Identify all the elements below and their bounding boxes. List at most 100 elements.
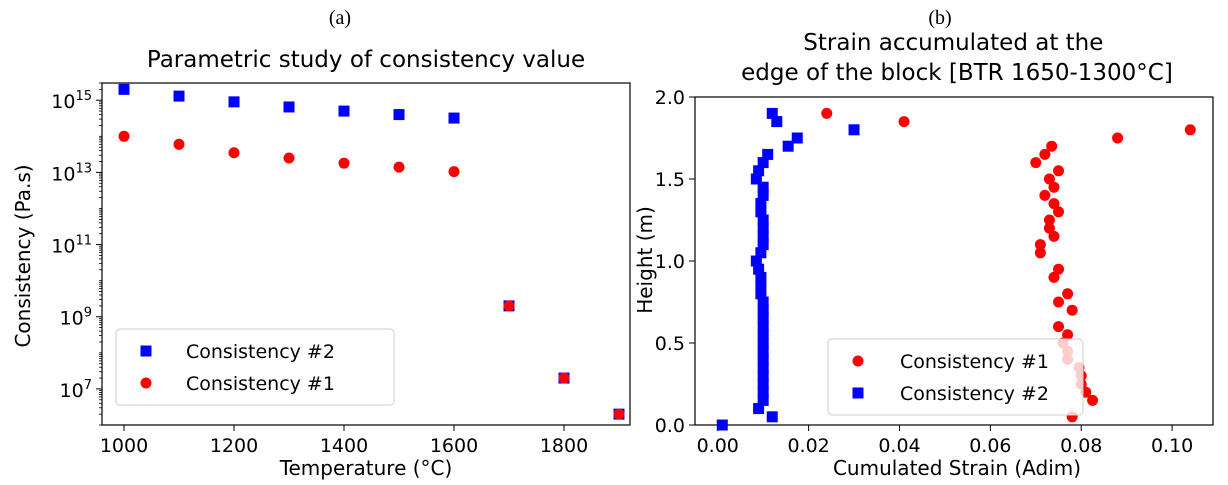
chart-b-point [755, 198, 767, 210]
chart-b-xtick-label: 0.10 [1151, 435, 1193, 457]
chart-b-point [1087, 394, 1099, 406]
chart-b-point [757, 296, 769, 308]
chart-b: Strain accumulated at the edge of the bl… [633, 30, 1214, 480]
chart-a-xtick-label: 1600 [430, 435, 478, 457]
chart-b-point [755, 206, 767, 218]
chart-a-point [393, 109, 405, 121]
chart-b-ytick-label: 0.5 [655, 333, 685, 355]
chart-b-point [757, 222, 769, 234]
chart-a-point [448, 112, 460, 124]
chart-a-ytick-label: 1011 [51, 234, 92, 258]
chart-a-point [283, 152, 295, 164]
chart-a-point [558, 372, 570, 384]
chart-a-xtick-label: 1200 [210, 435, 258, 457]
chart-b-point [1039, 189, 1051, 201]
chart-b-point [782, 140, 794, 152]
chart-b-xtick-label: 0.00 [697, 435, 739, 457]
chart-b-legend-label: Consistency #1 [900, 351, 1049, 373]
chart-b-title-line-1: Strain accumulated at the [803, 30, 1103, 56]
chart-b-point [757, 189, 769, 201]
chart-b-point [848, 124, 860, 136]
chart-b-point [757, 312, 769, 324]
chart-a: Parametric study of consistency value 10… [11, 47, 631, 480]
chart-b-ytick-label: 0.0 [655, 415, 685, 437]
chart-b-point [766, 107, 778, 119]
chart-b-legend-label: Consistency #2 [900, 383, 1049, 405]
chart-b-point [757, 386, 769, 398]
chart-a-legend-marker [140, 377, 152, 389]
chart-a-legend-label: Consistency #2 [186, 341, 335, 363]
chart-b-xtick-label: 0.08 [1060, 435, 1102, 457]
chart-b-title: Strain accumulated at the edge of the bl… [741, 30, 1173, 86]
chart-b-point [762, 148, 774, 160]
chart-b-point [1043, 173, 1055, 185]
chart-b-point [755, 247, 767, 259]
chart-b-legend-marker [852, 355, 864, 367]
chart-a-xlabel: Temperature (°C) [279, 456, 453, 480]
chart-b-point [757, 157, 769, 169]
chart-b-point [757, 321, 769, 333]
chart-a-title: Parametric study of consistency value [147, 47, 585, 73]
chart-a-frame [101, 82, 631, 426]
chart-b-point [757, 304, 769, 316]
chart-a-ytick-label: 1013 [51, 161, 92, 185]
chart-b-point [757, 214, 769, 226]
chart-b-point [753, 263, 765, 275]
chart-a-xtick-label: 1000 [100, 435, 148, 457]
chart-b-point [1066, 304, 1078, 316]
chart-a-point [173, 138, 185, 150]
chart-b-point [771, 116, 783, 128]
chart-b-plot-area: 0.00 0.02 0.04 0.06 0.08 0.10 0.0 0.5 1.0 1.5 2.0 C… [655, 87, 1214, 457]
chart-b-point [757, 353, 769, 365]
chart-a-ytick-label: 109 [60, 306, 92, 330]
chart-b-point [757, 329, 769, 341]
chart-b-point [757, 362, 769, 374]
chart-b-point [757, 345, 769, 357]
chart-a-plot-area: 1000 1200 1400 1600 1800 107 109 1011 1013 1015 Co… [51, 82, 631, 457]
chart-b-point [757, 337, 769, 349]
chart-b-point [1043, 214, 1055, 226]
chart-a-xtick-label: 1400 [320, 435, 368, 457]
chart-b-point [766, 411, 778, 423]
chart-b-point [1053, 321, 1065, 333]
panel-label-a: (a) [329, 7, 351, 29]
chart-b-point [750, 173, 762, 185]
chart-a-point [448, 166, 460, 178]
chart-b-point [750, 255, 762, 267]
chart-b-point [1034, 239, 1046, 251]
chart-b-point [757, 378, 769, 390]
chart-b-xtick-label: 0.04 [878, 435, 920, 457]
chart-a-point [338, 105, 350, 117]
chart-b-point [757, 239, 769, 251]
chart-b-point [753, 403, 765, 415]
chart-a-point [173, 90, 185, 102]
chart-b-point [757, 370, 769, 382]
chart-b-point [1053, 263, 1065, 275]
chart-b-point [1053, 206, 1065, 218]
chart-a-ytick-label: 1015 [51, 89, 92, 113]
chart-b-point [1062, 288, 1074, 300]
chart-b-point [1112, 132, 1124, 144]
chart-b-ylabel: Height (m) [633, 206, 657, 314]
chart-b-point [755, 271, 767, 283]
chart-b-point [1048, 230, 1060, 242]
chart-a-legend-marker [140, 345, 152, 357]
chart-b-point [757, 181, 769, 193]
chart-b-point [1043, 222, 1055, 234]
chart-b-legend-marker [852, 387, 864, 399]
chart-a-point [228, 96, 240, 108]
chart-b-point [1048, 198, 1060, 210]
chart-b-point [757, 230, 769, 242]
chart-b-point [1030, 157, 1042, 169]
chart-b-point [1048, 271, 1060, 283]
chart-b-point [1053, 165, 1065, 177]
chart-b-point [716, 419, 728, 431]
chart-b-point [791, 132, 803, 144]
chart-a-point [283, 101, 295, 113]
chart-a-legend [115, 328, 395, 406]
chart-b-ytick-label: 1.0 [655, 251, 685, 273]
chart-b-point [1184, 124, 1196, 136]
chart-b-ytick-label: 1.5 [655, 169, 685, 191]
chart-b-title-line-2: edge of the block [BTR 1650-1300°C] [741, 60, 1173, 86]
